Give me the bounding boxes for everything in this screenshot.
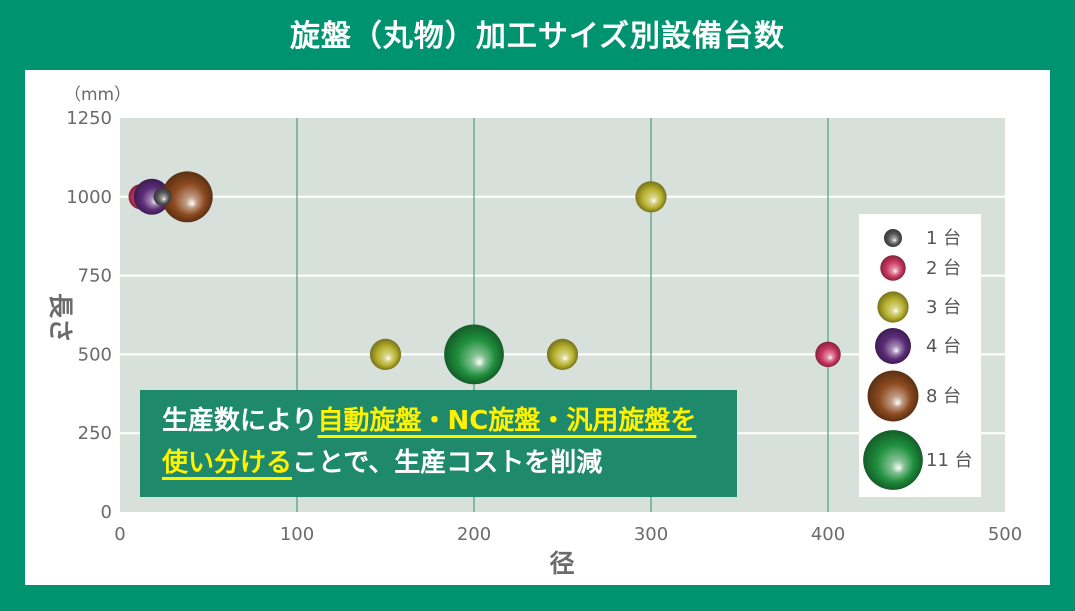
x-tick-label: 400	[811, 524, 845, 545]
legend-label: 11 台	[926, 450, 973, 471]
bubble	[815, 341, 841, 368]
callout-text: ことで、生産コストを削減	[292, 448, 603, 478]
legend: 1 台 2 台 3 台 4 台 8 台 11 台	[859, 214, 981, 497]
callout-text: 生産数により	[162, 406, 318, 436]
legend-label: 2 台	[926, 258, 961, 279]
legend-swatch	[880, 255, 906, 281]
x-tick-label: 100	[280, 524, 314, 545]
bubble	[153, 187, 172, 206]
y-tick-label: 1000	[66, 187, 112, 208]
legend-label: 3 台	[926, 297, 961, 318]
x-tick-label: 300	[634, 524, 668, 545]
legend-swatch	[875, 328, 911, 364]
bubble	[369, 338, 402, 370]
x-tick-label: 500	[988, 524, 1022, 545]
legend-swatch	[877, 291, 909, 323]
y-tick-label: 1250	[66, 108, 112, 129]
chart-title: 旋盤（丸物）加工サイズ別設備台数	[289, 19, 786, 54]
legend-swatch	[867, 370, 919, 422]
callout-highlight: 使い分ける	[162, 448, 293, 478]
bubble	[546, 338, 579, 370]
callout-highlight: 自動旋盤・NC旋盤・汎用旋盤を	[317, 406, 697, 436]
x-tick-label: 200	[457, 524, 491, 545]
x-tick-label: 0	[114, 524, 125, 545]
legend-label: 1 台	[926, 228, 961, 249]
bubble	[133, 178, 170, 215]
y-tick-label: 0	[101, 502, 112, 523]
bubble	[161, 171, 213, 223]
legend-swatch	[863, 430, 923, 490]
y-axis-label: 長さ	[46, 292, 75, 343]
callout-line-1: 生産数により自動旋盤・NC旋盤・汎用旋盤を	[162, 400, 737, 442]
y-tick-label: 250	[78, 423, 112, 444]
y-axis-unit: （mm）	[64, 85, 132, 105]
y-tick-label: 500	[78, 344, 112, 365]
callout-line-2: 使い分けることで、生産コストを削減	[162, 442, 737, 484]
callout-box: 生産数により自動旋盤・NC旋盤・汎用旋盤を 使い分けることで、生産コストを削減	[140, 390, 737, 497]
x-axis-label: 径	[549, 549, 575, 578]
legend-swatch	[884, 229, 902, 247]
bubble	[444, 324, 504, 385]
legend-label: 4 台	[926, 336, 961, 357]
y-tick-label: 750	[78, 266, 112, 287]
legend-label: 8 台	[926, 386, 961, 407]
bubble	[635, 181, 667, 213]
